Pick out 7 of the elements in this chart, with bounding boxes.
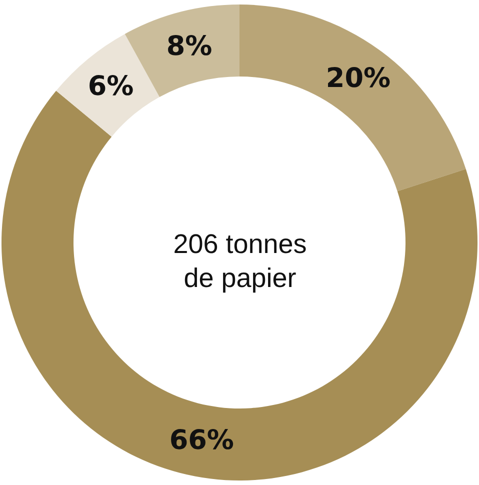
text: 206 tonnes de papier [173, 229, 307, 293]
data-label: 66% [169, 424, 234, 456]
data-label: 20% [326, 63, 391, 94]
donut-slice [240, 4, 466, 192]
donut-slice [56, 34, 160, 137]
data-label: 6% [88, 70, 134, 102]
data-label: 8% [166, 30, 212, 62]
